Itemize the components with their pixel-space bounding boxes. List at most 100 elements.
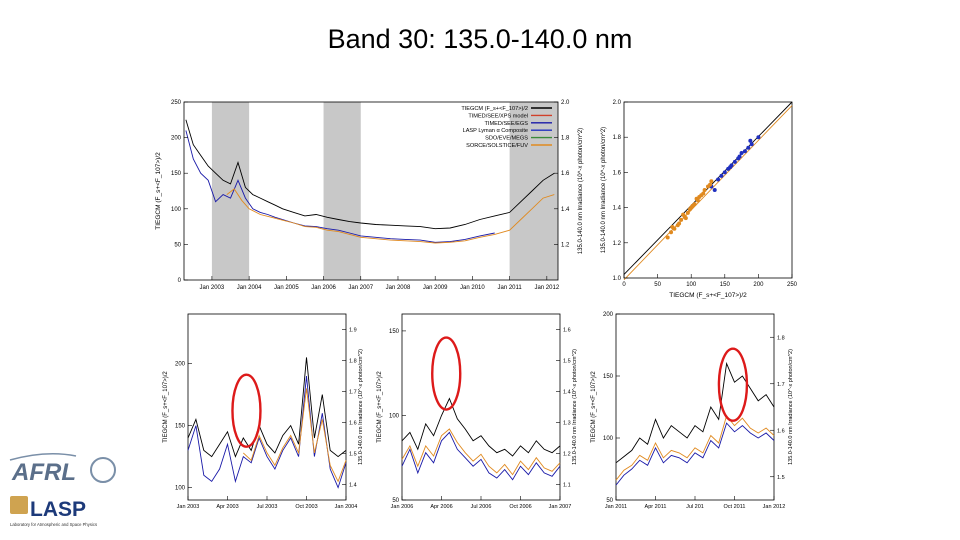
- zoom-2011-series-1: [615, 422, 775, 486]
- zoom-2003-ylabel: TIEGCM (F_s+<F_107>)/2: [163, 371, 169, 443]
- zoom-2006-ytick-right-label: 1.5: [563, 359, 571, 365]
- scatter-point-1-16: [687, 207, 692, 212]
- lasp-logo: LASP Laboratory for Atmospheric and Spac…: [10, 496, 97, 527]
- zoom-2011-highlight-ellipse: [717, 347, 749, 422]
- scatter-xtick-label: 200: [753, 282, 764, 288]
- overview-chart: 0 50 100 150 200 250 1.2 1.4 1.6 1.8 2.0 Jan 2003…: [155, 100, 584, 291]
- scatter-point-1-22: [690, 203, 695, 208]
- lasp-caption: Laboratory for Atmospheric and Space Phy…: [10, 522, 97, 527]
- zoom-chart-2003: 100 150 200 1.4 1.5 1.6 1.7 1.8 1.9 Jan 2003 Apr…: [163, 313, 364, 510]
- zoom-2003-series-0: [187, 357, 347, 458]
- zoom-2003-xtick-label: Jan 2004: [335, 504, 358, 510]
- scatter-point-0-10: [732, 159, 737, 164]
- scatter-xtick-label: 100: [686, 282, 697, 288]
- overview-ylabel-right: 135.0-140.0 nm Irradiance (10^-x photon/…: [578, 128, 584, 254]
- zoom-2006-ylabel-right: 135.0-140.0 nm Irradiance (10^-x photon/…: [572, 349, 578, 465]
- zoom-2003-series-2: [242, 388, 347, 483]
- zoom-2011-ytick-label: 150: [603, 374, 614, 380]
- zoom-2006-ytick-label: 100: [389, 413, 400, 419]
- scatter-point-1-23: [697, 195, 702, 200]
- zoom-2011-ytick-label: 50: [606, 498, 613, 504]
- cu-emblem-icon: [10, 496, 28, 514]
- scatter-point-1-15: [681, 212, 686, 217]
- scatter-point-0-11: [739, 151, 744, 156]
- scatter-ytick-label: 1.4: [613, 206, 622, 212]
- zoom-2003-ytick-right-label: 1.7: [349, 390, 357, 396]
- scatter-point-0-8: [719, 173, 724, 178]
- scatter-point-1-4: [679, 217, 684, 222]
- overview-ytick-label: 200: [171, 136, 182, 142]
- zoom-2006-xtick-label: Apr 2006: [430, 504, 452, 510]
- zoom-2003-series-1: [187, 375, 347, 489]
- legend-entry-3: LASP Lyman α Composite: [463, 128, 528, 134]
- scatter-xtick-label: 250: [787, 282, 798, 288]
- overview-xtick-label: Jan 2007: [348, 285, 373, 291]
- zoom-2011-ytick-label: 100: [603, 436, 614, 442]
- scatter-ytick-label: 1.8: [613, 135, 622, 141]
- afrl-text: AFRL: [11, 459, 76, 486]
- zoom-2011-xtick-label: Jan 2012: [763, 504, 786, 510]
- scatter-point-1-21: [683, 216, 688, 221]
- zoom-2011-ylabel: TIEGCM (F_s+<F_107>)/2: [591, 371, 597, 443]
- legend-entry-4: SDO/EVE/MEGS: [485, 136, 528, 142]
- afrl-logo: AFRL: [9, 452, 116, 486]
- scatter-point-0-7: [756, 135, 761, 140]
- overview-ytick-right-label: 1.4: [561, 207, 570, 213]
- scatter-point-0-16: [748, 138, 753, 143]
- scatter-ytick-label: 1.0: [613, 276, 622, 282]
- shaded-range-2: [509, 102, 558, 280]
- zoom-2006-xtick-label: Oct 2006: [509, 504, 531, 510]
- scatter-point-1-20: [677, 221, 682, 226]
- scatter-point-1-1: [669, 230, 674, 235]
- overview-xtick-label: Jan 2003: [200, 285, 225, 291]
- overview-xtick-label: Jan 2011: [497, 285, 522, 291]
- fit-line-1: [623, 105, 793, 281]
- overview-xtick-label: Jan 2008: [386, 285, 411, 291]
- overview-ytick-label: 250: [171, 100, 182, 106]
- zoom-2006-highlight-ellipse: [431, 336, 462, 411]
- zoom-2006-ytick-right-label: 1.3: [563, 421, 571, 427]
- scatter-point-1-18: [701, 191, 706, 196]
- overview-series-0: [185, 119, 555, 230]
- shaded-range-1: [323, 102, 361, 280]
- zoom-2003-ytick-label: 150: [175, 424, 186, 430]
- scatter-point-1-13: [709, 179, 714, 184]
- scatter-point-1-14: [670, 224, 675, 229]
- scatter-chart: 1.0 1.2 1.4 1.6 1.8 2.0 0 50 100 150 200 250 TIEGC…: [601, 100, 798, 299]
- scatter-ytick-label: 1.6: [613, 170, 622, 176]
- scatter-point-0-15: [737, 154, 742, 159]
- overview-ytick-right-label: 1.6: [561, 171, 570, 177]
- zoom-2003-ytick-right-label: 1.6: [349, 421, 357, 427]
- zoom-chart-2011: 50 100 150 200 1.5 1.6 1.7 1.8 Jan 2011 Apr 201…: [591, 312, 794, 510]
- zoom-2006-ytick-right-label: 1.4: [563, 390, 571, 396]
- scatter-xtick-label: 150: [720, 282, 731, 288]
- zoom-2011-ylabel-right: 135.0-140.0 nm Irradiance (10^-x photon/…: [788, 349, 794, 465]
- zoom-2003-xtick-label: Oct 2003: [295, 504, 317, 510]
- scatter-point-1-6: [685, 210, 690, 215]
- overview-ytick-right-label: 1.2: [561, 242, 570, 248]
- zoom-2011-ytick-right-label: 1.6: [777, 428, 785, 434]
- zoom-2006-ytick-label: 50: [392, 498, 399, 504]
- scatter-point-1-0: [665, 235, 670, 240]
- overview-xtick-label: Jan 2005: [274, 285, 299, 291]
- zoom-2003-highlight-ellipse: [231, 373, 262, 448]
- zoom-2011-ytick-label: 200: [603, 312, 614, 318]
- zoom-2006-xtick-label: Jan 2006: [391, 504, 414, 510]
- shaded-range-0: [211, 102, 250, 280]
- scatter-point-1-11: [702, 188, 707, 192]
- scatter-point-0-1: [716, 177, 721, 182]
- zoom-2011-xtick-label: Oct 2011: [724, 504, 746, 510]
- slide-title: Band 30: 135.0-140.0 nm: [327, 24, 633, 54]
- overview-xtick-label: Jan 2012: [534, 285, 559, 291]
- scatter-point-0-2: [722, 170, 727, 175]
- logos-block: AFRL LASP Laboratory for Atmospheric and…: [9, 452, 116, 527]
- lasp-text: LASP: [30, 498, 86, 521]
- legend-entry-1: TIMED/SEE/XPS model: [468, 113, 528, 119]
- zoom-2006-ylabel: TIEGCM (F_s+<F_107>)/2: [377, 371, 383, 443]
- overview-xtick-label: Jan 2006: [311, 285, 336, 291]
- zoom-2006-ytick-label: 150: [389, 329, 400, 335]
- zoom-2003-xtick-label: Jul 2003: [257, 504, 278, 510]
- scatter-point-0-14: [728, 165, 733, 170]
- overview-series-2: [226, 188, 555, 244]
- scatter-xtick-label: 50: [654, 282, 661, 288]
